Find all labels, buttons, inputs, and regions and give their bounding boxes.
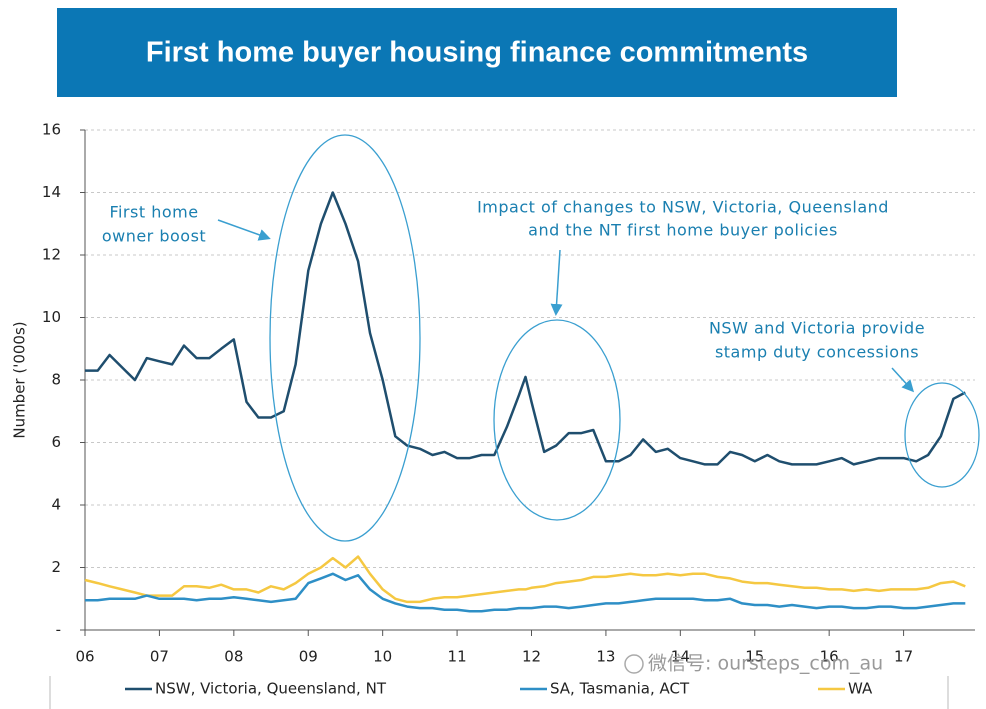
legend-label: SA, Tasmania, ACT bbox=[550, 680, 690, 698]
annotation: and the NT first home buyer policies bbox=[528, 221, 838, 240]
y-tick-label: 4 bbox=[51, 496, 61, 514]
y-tick-label: 14 bbox=[42, 183, 61, 201]
x-tick-label: 12 bbox=[522, 648, 541, 666]
annotation: Impact of changes to NSW, Victoria, Quee… bbox=[477, 198, 889, 217]
y-tick-label: 16 bbox=[42, 121, 61, 139]
x-tick-label: 13 bbox=[596, 648, 615, 666]
title-banner bbox=[57, 8, 897, 97]
x-tick-label: 17 bbox=[894, 648, 913, 666]
x-tick-label: 14 bbox=[671, 648, 690, 666]
watermark-icon bbox=[624, 654, 644, 674]
legend-label: WA bbox=[848, 680, 873, 698]
series-line bbox=[85, 572, 966, 613]
annotation: NSW and Victoria provide bbox=[709, 319, 925, 338]
y-tick-label: 10 bbox=[42, 308, 61, 326]
x-tick-label: 09 bbox=[299, 648, 318, 666]
x-tick-label: 16 bbox=[820, 648, 839, 666]
series-line bbox=[84, 555, 966, 604]
annotation-arrow bbox=[217, 219, 271, 241]
annotation-ellipse bbox=[904, 382, 980, 488]
annotation-arrow bbox=[891, 367, 915, 393]
x-tick-label: 10 bbox=[373, 648, 392, 666]
legend-label: NSW, Victoria, Queensland, NT bbox=[155, 680, 387, 698]
annotation: owner boost bbox=[102, 227, 206, 246]
x-tick-label: 08 bbox=[224, 648, 243, 666]
y-tick-label: 12 bbox=[42, 246, 61, 264]
annotation-arrow bbox=[550, 249, 563, 316]
annotation: stamp duty concessions bbox=[715, 343, 919, 362]
y-tick-label: - bbox=[56, 621, 61, 639]
y-axis-label: Number ('000s) bbox=[11, 321, 29, 438]
x-tick-label: 11 bbox=[448, 648, 467, 666]
annotation-ellipse bbox=[493, 319, 621, 521]
series-line bbox=[85, 191, 966, 466]
y-tick-label: 8 bbox=[51, 371, 61, 389]
y-tick-label: 2 bbox=[51, 558, 61, 576]
chart-title: First home buyer housing finance commitm… bbox=[146, 37, 808, 69]
annotation: First home bbox=[109, 203, 198, 222]
annotation-ellipse bbox=[269, 134, 421, 542]
watermark: 微信号: oursteps_com_au bbox=[648, 653, 883, 675]
x-tick-label: 06 bbox=[75, 648, 94, 666]
y-tick-label: 6 bbox=[51, 433, 61, 451]
x-tick-label: 15 bbox=[745, 648, 764, 666]
x-tick-label: 07 bbox=[150, 648, 169, 666]
